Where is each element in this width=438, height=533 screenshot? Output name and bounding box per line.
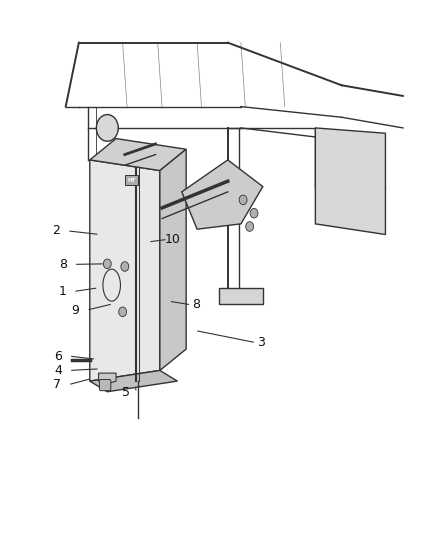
Circle shape bbox=[103, 259, 111, 269]
Circle shape bbox=[239, 195, 247, 205]
Text: 9: 9 bbox=[71, 304, 79, 317]
Text: 6: 6 bbox=[54, 350, 62, 362]
Text: 1: 1 bbox=[58, 285, 66, 298]
Text: 5: 5 bbox=[122, 386, 130, 399]
Circle shape bbox=[96, 115, 118, 141]
Circle shape bbox=[246, 222, 254, 231]
Text: 2: 2 bbox=[52, 224, 60, 237]
Circle shape bbox=[119, 307, 127, 317]
Text: 7: 7 bbox=[53, 378, 61, 391]
Text: 10: 10 bbox=[164, 233, 180, 246]
Polygon shape bbox=[90, 160, 160, 381]
Polygon shape bbox=[219, 288, 263, 304]
Polygon shape bbox=[182, 160, 263, 229]
Polygon shape bbox=[90, 139, 186, 171]
Text: HT: HT bbox=[127, 177, 136, 183]
Polygon shape bbox=[99, 373, 116, 384]
Circle shape bbox=[250, 208, 258, 218]
FancyBboxPatch shape bbox=[99, 379, 111, 391]
FancyBboxPatch shape bbox=[125, 175, 138, 185]
Text: 8: 8 bbox=[59, 258, 67, 271]
Circle shape bbox=[121, 262, 129, 271]
Text: 8: 8 bbox=[192, 298, 200, 311]
Polygon shape bbox=[160, 149, 186, 370]
Polygon shape bbox=[90, 370, 177, 392]
Text: 4: 4 bbox=[54, 364, 62, 377]
Polygon shape bbox=[315, 128, 385, 235]
Text: 3: 3 bbox=[257, 336, 265, 349]
